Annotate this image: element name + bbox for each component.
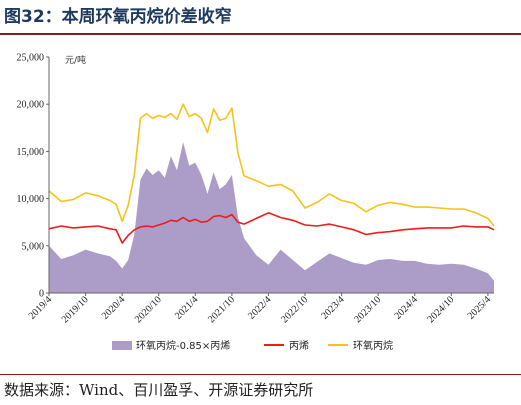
y-tick-label: 5,000 bbox=[22, 241, 45, 252]
x-tick-label: 2023/4 bbox=[319, 294, 346, 321]
x-tick-label: 2021/4 bbox=[173, 294, 200, 321]
y-tick-label: 10,000 bbox=[17, 194, 45, 205]
y-tick-label: 15,000 bbox=[17, 147, 45, 158]
legend-label-propylene-oxide: 环氧丙烷 bbox=[353, 339, 393, 352]
y-tick-label: 25,000 bbox=[17, 53, 45, 64]
legend-label-area: 环氧丙烷-0.85×丙烯 bbox=[136, 339, 230, 352]
figure-title: 图32：本周环氧丙烷价差收窄 bbox=[4, 7, 232, 27]
series-area-spread bbox=[49, 142, 494, 293]
y-tick-label: 0 bbox=[39, 289, 44, 300]
plot-area bbox=[48, 103, 495, 293]
y-tick-label: 20,000 bbox=[17, 100, 45, 111]
legend: 环氧丙烷-0.85×丙烯 丙烯 环氧丙烷 bbox=[112, 339, 393, 352]
x-tick-label: 2022/10 bbox=[279, 294, 310, 325]
x-tick-label: 2024/4 bbox=[392, 294, 419, 321]
legend-swatch-area bbox=[112, 341, 132, 350]
x-tick-label: 2022/4 bbox=[246, 294, 273, 321]
bottom-rule bbox=[0, 374, 521, 375]
series-line-propylene bbox=[48, 212, 495, 244]
x-tick-label: 2021/10 bbox=[206, 294, 237, 325]
x-tick-label: 2024/10 bbox=[425, 294, 456, 325]
title-rule bbox=[0, 33, 521, 35]
x-tick-label: 2025/4 bbox=[466, 294, 493, 321]
x-tick-label: 2020/4 bbox=[100, 294, 127, 321]
x-tick-label: 2019/10 bbox=[60, 294, 91, 325]
legend-label-propylene: 丙烯 bbox=[289, 339, 309, 352]
series-line-propylene-oxide bbox=[48, 103, 495, 227]
x-tick-label: 2023/10 bbox=[352, 294, 383, 325]
x-tick-label: 2020/10 bbox=[133, 294, 164, 325]
unit-label: 元/吨 bbox=[65, 54, 86, 66]
source-note: 数据来源：Wind、百川盈孚、开源证券研究所 bbox=[4, 381, 314, 399]
